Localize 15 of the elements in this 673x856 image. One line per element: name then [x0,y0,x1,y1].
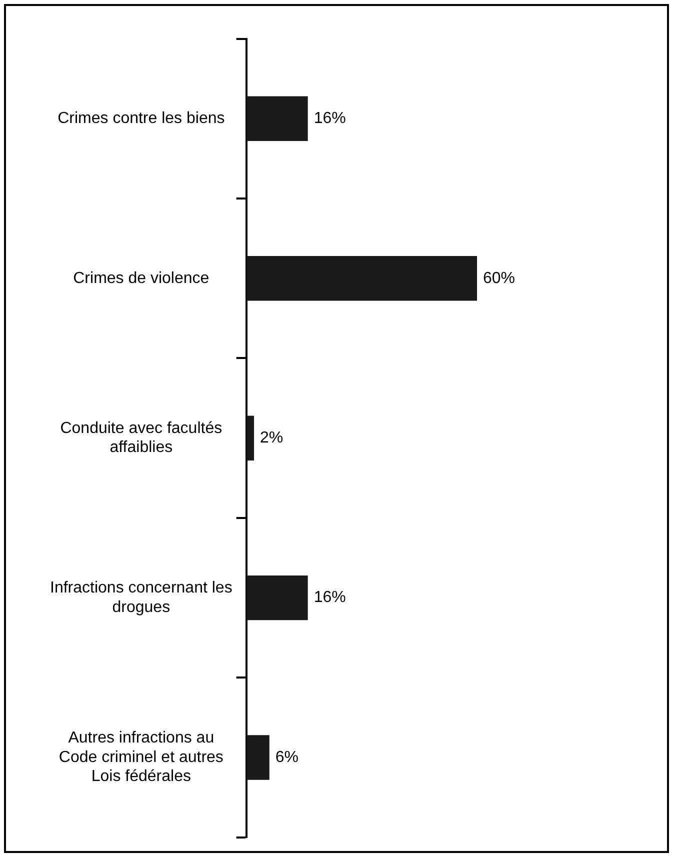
data-label: 2% [260,430,284,447]
bar [246,96,308,142]
y-tick-label: Crimes de violence [73,270,210,287]
data-label: 16% [314,110,346,128]
data-label: 16% [314,589,346,606]
bar [246,735,270,780]
y-tick-label: Infractions concernant les drogues [50,580,232,616]
bar [246,256,477,301]
y-tick-label: Conduite avec facultés affaiblies [60,420,222,456]
y-tick-label: Autres infractions au Code criminel et autres Lois fédérales [58,730,224,786]
y-tick-label: Crimes contre les biens [58,110,225,128]
data-label: 6% [275,748,299,766]
bar [246,575,308,620]
data-label: 60% [483,270,516,287]
bar [246,416,254,460]
